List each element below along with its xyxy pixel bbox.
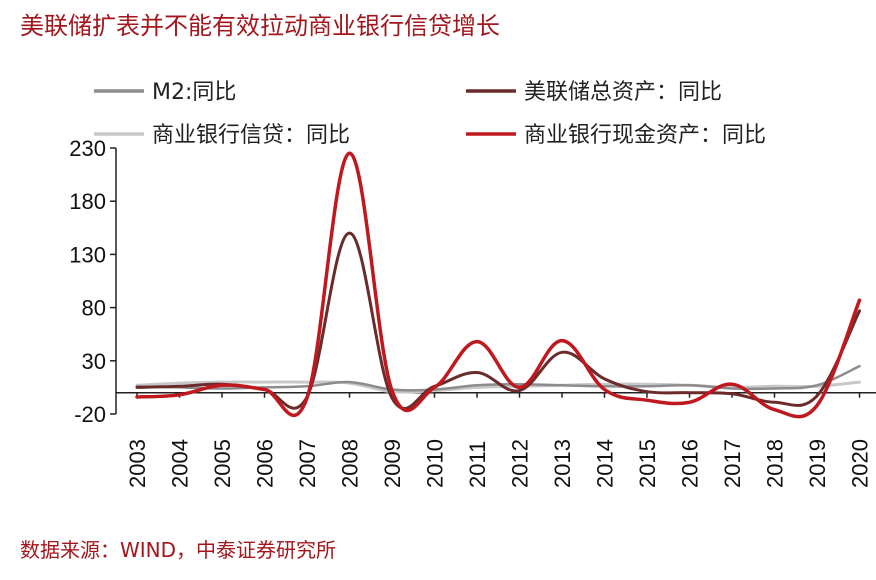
- x-tick-label: 2008: [338, 439, 363, 488]
- axes: 230 180 130 80 30 -20 2003 2004 2005 2006 2007 2008…: [69, 136, 876, 488]
- x-tick-label: 2019: [805, 439, 830, 488]
- x-tick-label: 2016: [678, 439, 703, 488]
- y-tick-label: 80: [82, 296, 106, 321]
- series-line: [135, 151, 862, 419]
- y-tick-label: 230: [69, 136, 106, 161]
- legend-label: 商业银行现金资产：同比: [524, 123, 766, 148]
- chart-title: 美联储扩表并不能有效拉动商业银行信贷增长: [20, 12, 500, 40]
- y-tick-label: -20: [74, 402, 106, 427]
- legend-label: M2:同比: [152, 80, 236, 105]
- x-tick-label: 2017: [720, 439, 745, 488]
- x-tick-label: 2020: [848, 439, 873, 488]
- x-tick-label: 2005: [210, 439, 235, 488]
- x-tick-label: 2009: [380, 439, 405, 488]
- x-tick-label: 2004: [168, 439, 193, 488]
- source-note: 数据来源：WIND，中泰证券研究所: [20, 538, 337, 562]
- x-tick-label: 2011: [465, 441, 490, 488]
- y-tick-label: 130: [69, 242, 106, 267]
- legend-label: 美联储总资产：同比: [524, 80, 722, 105]
- x-tick-label: 2012: [508, 439, 533, 488]
- x-tick-label: 2013: [550, 439, 575, 488]
- x-tick-label: 2018: [763, 439, 788, 488]
- x-tick-label: 2014: [593, 439, 618, 488]
- x-tick-label: 2010: [423, 439, 448, 488]
- x-tick-label: 2006: [253, 439, 278, 488]
- y-tick-label: 30: [82, 349, 106, 374]
- x-tick-label: 2003: [125, 439, 150, 488]
- x-tick-label: 2015: [635, 439, 660, 488]
- x-tick-label: 2007: [295, 439, 320, 488]
- legend-label: 商业银行信贷：同比: [152, 123, 350, 148]
- series-lines: [135, 151, 862, 419]
- y-tick-label: 180: [69, 189, 106, 214]
